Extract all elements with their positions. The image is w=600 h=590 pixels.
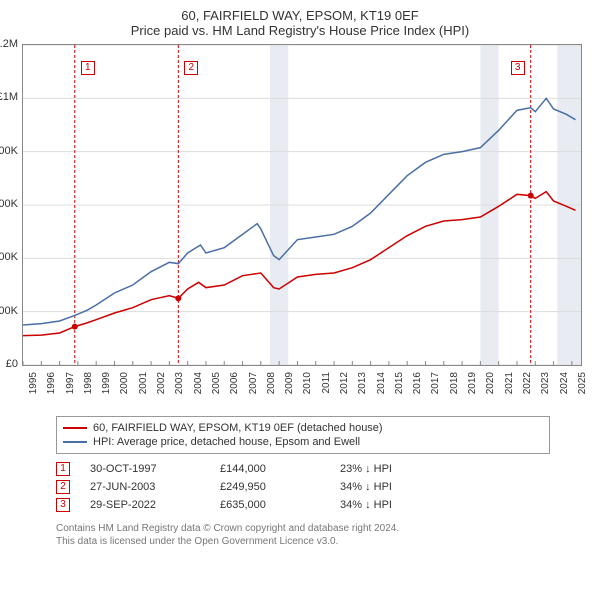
x-axis-label: 2006 (229, 372, 240, 402)
event-delta: 34% ↓ HPI (340, 499, 392, 511)
x-axis-label: 2012 (339, 372, 350, 402)
x-axis-label: 1995 (28, 372, 39, 402)
footer-line-1: Contains HM Land Registry data © Crown c… (56, 522, 588, 535)
legend-swatch-price (63, 427, 87, 429)
x-axis-label: 1997 (65, 372, 76, 402)
x-axis-label: 2008 (266, 372, 277, 402)
y-axis-label: £600K (0, 198, 18, 210)
event-date: 27-JUN-2003 (90, 481, 200, 493)
sale-event-row: 2 27-JUN-2003 £249,950 34% ↓ HPI (56, 478, 588, 496)
sale-marker-3: 3 (511, 61, 525, 75)
x-axis-label: 2005 (211, 372, 222, 402)
x-axis-label: 2019 (467, 372, 478, 402)
x-axis-label: 2003 (174, 372, 185, 402)
x-axis-label: 2022 (522, 372, 533, 402)
event-marker: 3 (56, 498, 70, 512)
x-axis-label: 1999 (101, 372, 112, 402)
x-axis-label: 2020 (485, 372, 496, 402)
sale-event-row: 1 30-OCT-1997 £144,000 23% ↓ HPI (56, 460, 588, 478)
event-delta: 34% ↓ HPI (340, 481, 392, 493)
x-axis-label: 2017 (430, 372, 441, 402)
event-marker: 1 (56, 462, 70, 476)
event-marker: 2 (56, 480, 70, 494)
sale-event-row: 3 29-SEP-2022 £635,000 34% ↓ HPI (56, 496, 588, 514)
legend-label-hpi: HPI: Average price, detached house, Epso… (93, 436, 360, 448)
legend-swatch-hpi (63, 441, 87, 443)
event-date: 29-SEP-2022 (90, 499, 200, 511)
data-attribution: Contains HM Land Registry data © Crown c… (56, 522, 588, 548)
x-axis-label: 2004 (193, 372, 204, 402)
x-axis-label: 2025 (577, 372, 588, 402)
x-axis-label: 2001 (138, 372, 149, 402)
x-axis-label: 2021 (504, 372, 515, 402)
footer-line-2: This data is licensed under the Open Gov… (56, 535, 588, 548)
event-price: £144,000 (220, 463, 320, 475)
y-axis-label: £200K (0, 305, 18, 317)
y-axis-label: £1M (0, 91, 18, 103)
price-chart: 1 2 3 (22, 44, 582, 366)
event-date: 30-OCT-1997 (90, 463, 200, 475)
x-axis-label: 1996 (46, 372, 57, 402)
x-axis-label: 2000 (119, 372, 130, 402)
chart-title-subtitle: Price paid vs. HM Land Registry's House … (12, 23, 588, 38)
event-price: £635,000 (220, 499, 320, 511)
x-axis-label: 2016 (412, 372, 423, 402)
x-axis-label: 2024 (559, 372, 570, 402)
x-axis-label: 2010 (302, 372, 313, 402)
y-axis-label: £1.2M (0, 38, 18, 50)
sale-marker-2: 2 (184, 61, 198, 75)
legend-label-price: 60, FAIRFIELD WAY, EPSOM, KT19 0EF (deta… (93, 422, 383, 434)
y-axis-label: £400K (0, 251, 18, 263)
x-axis-label: 2002 (156, 372, 167, 402)
y-axis-label: £0 (0, 358, 18, 370)
y-axis-label: £800K (0, 145, 18, 157)
chart-legend: 60, FAIRFIELD WAY, EPSOM, KT19 0EF (deta… (56, 416, 550, 454)
x-axis-label: 2014 (376, 372, 387, 402)
event-price: £249,950 (220, 481, 320, 493)
x-axis-label: 2018 (449, 372, 460, 402)
x-axis-label: 2023 (540, 372, 551, 402)
x-axis-label: 2013 (357, 372, 368, 402)
sale-marker-1: 1 (81, 61, 95, 75)
x-axis-label: 2015 (394, 372, 405, 402)
x-axis-label: 2009 (284, 372, 295, 402)
sale-events-table: 1 30-OCT-1997 £144,000 23% ↓ HPI 2 27-JUN-200… (56, 460, 588, 514)
event-delta: 23% ↓ HPI (340, 463, 392, 475)
x-axis-label: 1998 (83, 372, 94, 402)
x-axis-label: 2011 (321, 372, 332, 402)
chart-title-address: 60, FAIRFIELD WAY, EPSOM, KT19 0EF (12, 8, 588, 23)
x-axis-label: 2007 (248, 372, 259, 402)
